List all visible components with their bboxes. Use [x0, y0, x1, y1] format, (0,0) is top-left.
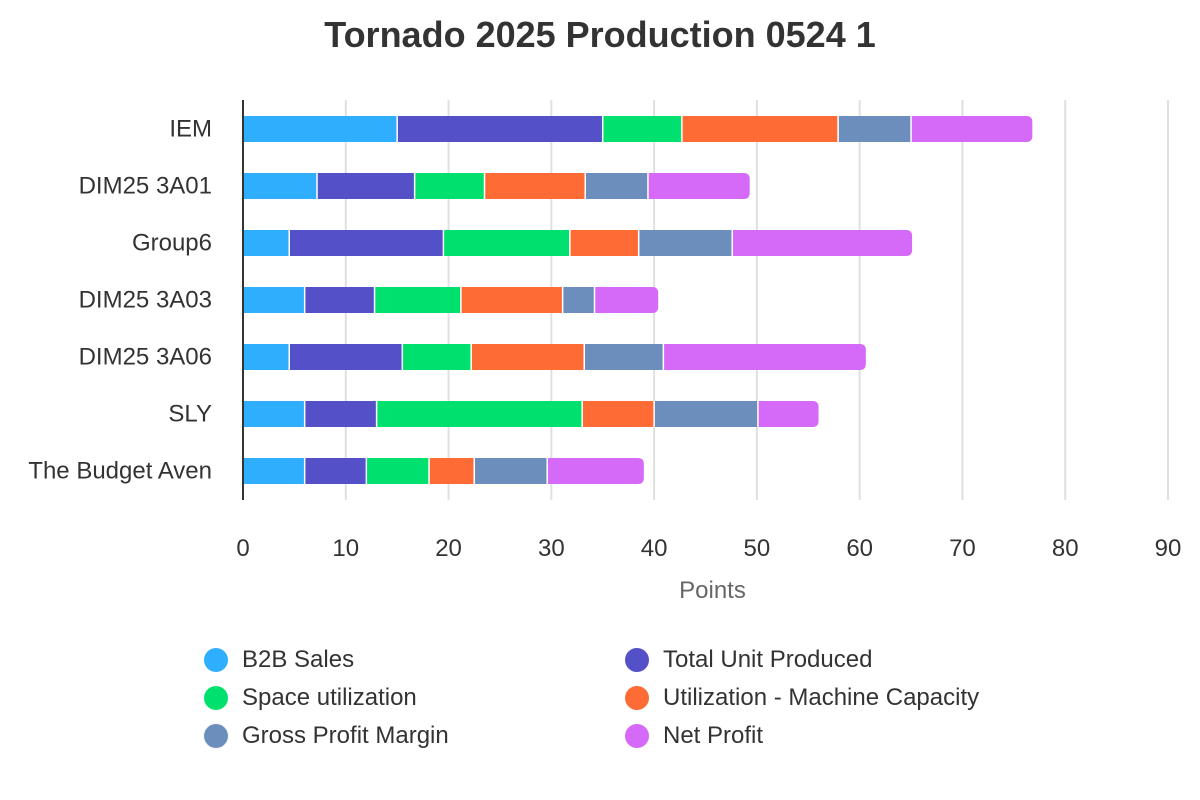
bar-sly-total-unit-produced: [304, 401, 377, 427]
bar-group6-space-utilization: [443, 230, 570, 256]
bar-dim25-3a06-b2b-sales: [243, 344, 290, 370]
legend-swatch: [204, 648, 228, 672]
y-tick-label-dim25-3a06: DIM25 3A06: [79, 344, 212, 371]
legend-label: B2B Sales: [242, 646, 355, 673]
bar-group6-total-unit-produced: [289, 230, 444, 256]
bar-dim25-3a03-utilization-machine-capacity: [460, 287, 563, 313]
x-tick-label-30: 30: [538, 535, 565, 562]
x-tick-label-20: 20: [435, 535, 462, 562]
bar-dim25-3a06-total-unit-produced: [289, 344, 403, 370]
bar-dim25-3a03-gross-profit-margin: [562, 287, 595, 313]
bar-dim25-3a03-b2b-sales: [243, 287, 305, 313]
bar-iem-total-unit-produced: [397, 116, 603, 142]
legend-item-net-profit: Net Profit: [625, 722, 1046, 750]
bar-sly-net-profit: [757, 401, 819, 427]
bar-iem-utilization-machine-capacity: [681, 116, 839, 142]
bar-the-budget-aven-net-profit: [547, 458, 644, 484]
x-tick-label-70: 70: [949, 535, 976, 562]
bar-the-budget-aven-b2b-sales: [243, 458, 305, 484]
bar-dim25-3a03-net-profit: [594, 287, 659, 313]
x-tick-label-50: 50: [744, 535, 771, 562]
stacked-bar-chart: IEM DIM25 3A01 Group6 DIM25 3A03 DIM25 3A06 S…: [28, 100, 1182, 604]
bar-dim25-3a03-total-unit-produced: [304, 287, 375, 313]
bar-sly-utilization-machine-capacity: [582, 401, 655, 427]
y-tick-label-group6: Group6: [132, 230, 212, 257]
bar-dim25-3a01-gross-profit-margin: [585, 173, 648, 199]
x-axis-title: Points: [679, 577, 746, 604]
legend-item-gross-profit-margin: Gross Profit Margin: [204, 722, 625, 750]
legend-item-total-unit-produced: Total Unit Produced: [625, 646, 1046, 674]
legend-swatch: [204, 724, 228, 748]
bar-iem-net-profit: [911, 116, 1033, 142]
legend-item-space-utilization: Space utilization: [204, 684, 625, 712]
bar-dim25-3a06-space-utilization: [402, 344, 472, 370]
x-tick-label-90: 90: [1155, 535, 1182, 562]
bar-dim25-3a01-utilization-machine-capacity: [484, 173, 586, 199]
legend-label: Total Unit Produced: [663, 646, 873, 673]
bar-group6-utilization-machine-capacity: [569, 230, 639, 256]
bar-the-budget-aven-total-unit-produced: [304, 458, 367, 484]
bar-group6-gross-profit-margin: [638, 230, 733, 256]
chart-legend: B2B Sales Total Unit Produced Space utiliz…: [204, 646, 1064, 750]
bar-group6-b2b-sales: [243, 230, 290, 256]
bar-dim25-3a01-net-profit: [647, 173, 750, 199]
legend-swatch: [625, 648, 649, 672]
legend-swatch: [625, 724, 649, 748]
bar-the-budget-aven-gross-profit-margin: [474, 458, 548, 484]
bar-dim25-3a06-gross-profit-margin: [584, 344, 664, 370]
bar-dim25-3a03-space-utilization: [374, 287, 461, 313]
legend-item-b2b-sales: B2B Sales: [204, 646, 625, 674]
x-tick-label-80: 80: [1052, 535, 1079, 562]
legend-label: Space utilization: [242, 684, 417, 711]
x-tick-label-60: 60: [846, 535, 873, 562]
y-tick-label-dim25-3a03: DIM25 3A03: [79, 287, 212, 314]
bar-dim25-3a06-utilization-machine-capacity: [471, 344, 585, 370]
y-tick-label-sly: SLY: [168, 401, 212, 428]
legend-label: Gross Profit Margin: [242, 722, 449, 749]
x-tick-label-10: 10: [332, 535, 359, 562]
bar-dim25-3a06-net-profit: [663, 344, 866, 370]
bar-sly-space-utilization: [376, 401, 583, 427]
y-tick-label-iem: IEM: [169, 116, 212, 143]
legend-label: Net Profit: [663, 722, 764, 749]
x-tick-label-40: 40: [641, 535, 668, 562]
bar-iem-space-utilization: [602, 116, 682, 142]
y-tick-label-the-budget-aven: The Budget Aven: [28, 458, 212, 485]
x-tick-label-0: 0: [236, 535, 249, 562]
bar-dim25-3a01-space-utilization: [414, 173, 485, 199]
bar-the-budget-aven-utilization-machine-capacity: [429, 458, 475, 484]
bar-iem-gross-profit-margin: [838, 116, 912, 142]
bar-group6-net-profit: [732, 230, 913, 256]
bar-the-budget-aven-space-utilization: [366, 458, 430, 484]
legend-label: Utilization - Machine Capacity: [663, 684, 980, 711]
y-tick-label-dim25-3a01: DIM25 3A01: [79, 173, 212, 200]
legend-swatch: [625, 686, 649, 710]
bar-dim25-3a01-total-unit-produced: [317, 173, 415, 199]
bar-dim25-3a01-b2b-sales: [243, 173, 317, 199]
legend-swatch: [204, 686, 228, 710]
bar-iem-b2b-sales: [243, 116, 398, 142]
bar-sly-b2b-sales: [243, 401, 305, 427]
chart-title: Tornado 2025 Production 0524 1: [324, 14, 876, 55]
bar-sly-gross-profit-margin: [654, 401, 758, 427]
legend-item-utilization-machine-capacity: Utilization - Machine Capacity: [625, 684, 1046, 712]
